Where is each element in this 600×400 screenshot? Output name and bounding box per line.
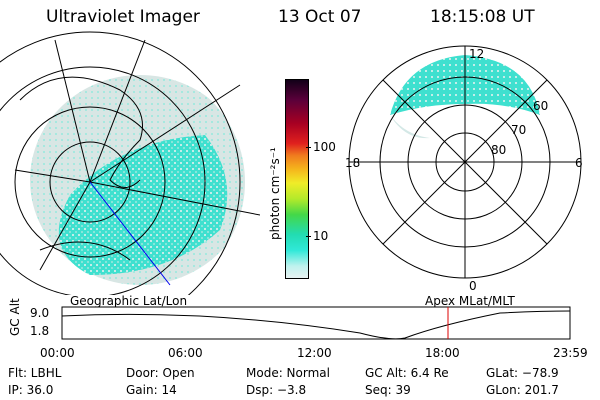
mlt-label-left: 18	[345, 156, 360, 170]
info-ip: IP: 36.0	[8, 383, 54, 397]
lat-label-60: 60	[533, 99, 548, 113]
colorbar-tick-label-10: 10	[313, 229, 329, 243]
xtick-1200: 12:00	[297, 346, 332, 360]
meridian-line	[89, 181, 171, 286]
info-glat: GLat: −78.9	[486, 366, 559, 380]
timeline-left-label: Geographic Lat/Lon	[70, 294, 188, 308]
timeline-ytick-top: 9.0	[30, 306, 50, 320]
xtick-1800: 18:00	[425, 346, 460, 360]
auroral-emission	[58, 135, 228, 275]
info-seq: Seq: 39	[365, 383, 411, 397]
polar-grid	[348, 45, 582, 279]
timeline-frame	[61, 306, 571, 340]
info-mode: Mode: Normal	[246, 366, 330, 380]
info-filter: Flt: LBHL	[8, 366, 62, 380]
xtick-0600: 06:00	[168, 346, 203, 360]
date-label: 13 Oct 07	[278, 7, 362, 27]
info-dsp: Dsp: −3.8	[246, 383, 307, 397]
time-label: 18:15:08 UT	[430, 7, 535, 27]
lat-label-70: 70	[511, 123, 526, 137]
polar-plot: 12 18 6 0 60 70 80	[345, 45, 583, 293]
info-glon: GLon: 201.7	[486, 383, 559, 397]
info-gain: Gain: 14	[126, 383, 177, 397]
lat-label-80: 80	[491, 143, 506, 157]
timeline-ylabel: GC Alt	[8, 298, 22, 336]
mlt-label-right: 6	[575, 156, 583, 170]
app-title: Ultraviolet Imager	[46, 7, 200, 27]
mlt-label-bottom: 0	[469, 279, 477, 293]
info-gc-alt: GC Alt: 6.4 Re	[365, 366, 449, 380]
timeline-ytick-bottom: 1.8	[30, 324, 50, 338]
geographic-image	[0, 31, 260, 295]
colorbar-unit-label: photon cm⁻²s⁻¹	[268, 147, 282, 240]
colorbar-tick-10	[306, 236, 311, 237]
info-door: Door: Open	[126, 366, 195, 380]
colorbar-tick-100	[306, 147, 311, 148]
timeline-right-label: Apex MLat/MLT	[425, 294, 515, 308]
coastline	[19, 76, 143, 261]
altitude-timeline	[61, 306, 571, 340]
xtick-2359: 23:59	[553, 346, 588, 360]
gc-alt-curve	[61, 310, 571, 340]
mlt-label-top: 12	[469, 47, 484, 61]
colorbar-tick-label-100: 100	[313, 140, 336, 154]
lat-lon-grid	[0, 31, 260, 295]
xtick-0000: 00:00	[40, 346, 75, 360]
color-scale-bar	[285, 79, 309, 279]
